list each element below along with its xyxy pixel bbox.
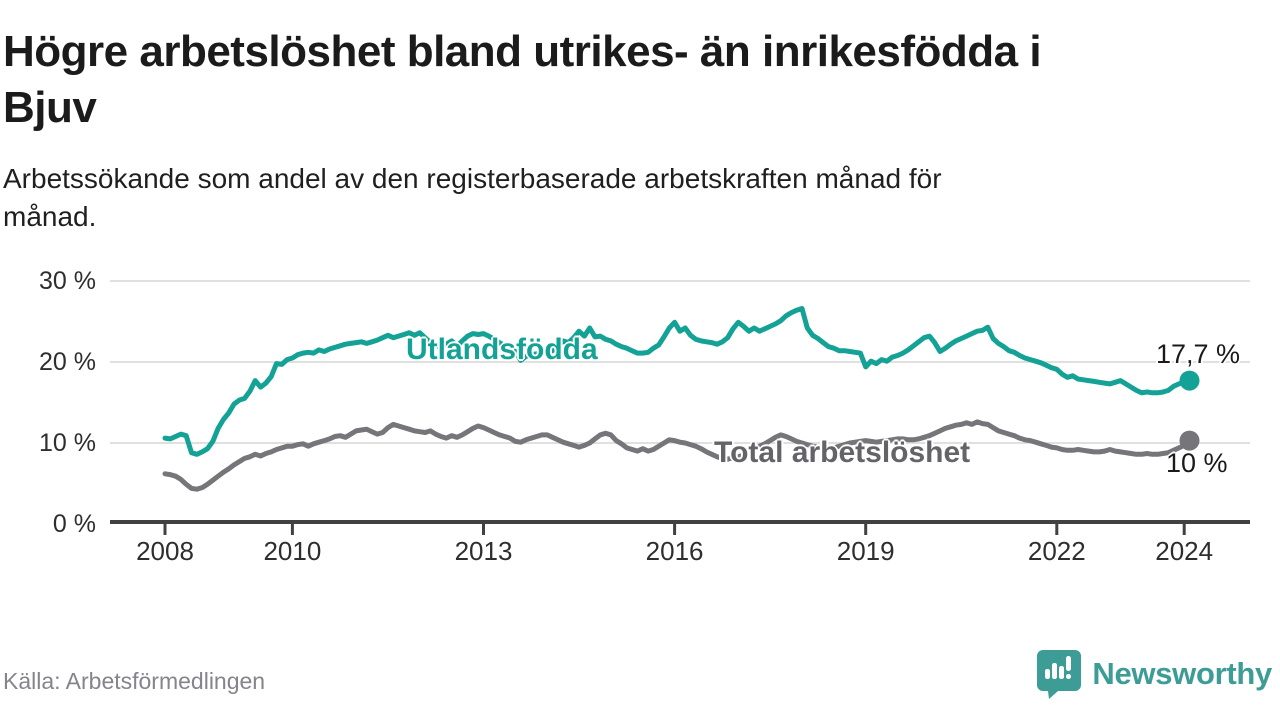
newsworthy-logo: Newsworthy [1036,648,1272,700]
source-note: Källa: Arbetsförmedlingen [3,668,266,694]
page-title-line-2: Bjuv [3,83,97,132]
x-axis-tick-label: 2016 [645,536,704,566]
x-axis-tick-label: 2008 [136,536,194,566]
newsworthy-bubble-chart-icon [1036,649,1082,699]
x-axis-tick-label: 2024 [1155,536,1214,566]
series-label-utlandsfodda: Utlandsfödda [406,333,598,366]
page-title-line-1: Högre arbetslöshet bland utrikes- än inr… [3,27,1042,76]
page-subtitle: Arbetssökande som andel av den registerb… [3,160,1273,236]
y-axis-tick-label: 30 % [39,267,96,295]
series-label-total-arbetsloshet: Total arbetslöshet [714,436,971,469]
x-axis-tick-label: 2013 [454,536,513,566]
x-axis-tick-label: 2022 [1027,536,1086,566]
page-subtitle-line-2: månad. [3,201,97,232]
x-axis-tick-label: 2019 [836,536,895,566]
y-axis-tick-label: 20 % [39,348,96,376]
end-value-label-utlandsfodda: 17,7 % [1156,339,1241,369]
y-axis-tick-label: 10 % [39,429,96,457]
page-subtitle-line-1: Arbetssökande som andel av den registerb… [3,163,942,194]
page-title: Högre arbetslöshet bland utrikes- än inr… [3,24,1273,136]
y-axis-tick-label: 0 % [52,510,96,538]
x-axis-tick-label: 2010 [263,536,322,566]
end-value-label-total: 10 % [1166,448,1228,478]
newsworthy-wordmark: Newsworthy [1092,656,1272,691]
